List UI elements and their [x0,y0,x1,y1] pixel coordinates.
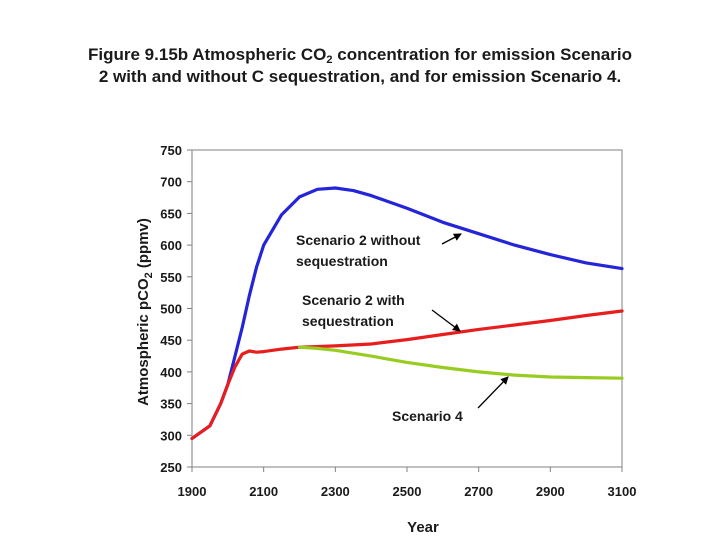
y-tick-label: 450 [160,333,182,348]
x-tick-label: 2100 [249,484,278,499]
annotation-scenario2-without-line2: sequestration [296,253,388,269]
x-axis: 1900 2100 2300 2500 2700 2900 3100 [178,467,637,499]
y-tick-label: 550 [160,270,182,285]
x-tick-label: 2500 [393,484,422,499]
y-tick-label: 650 [160,206,182,221]
x-tick-label: 3100 [608,484,637,499]
annotation-scenario2-with-line1: Scenario 2 with [302,292,405,308]
annotation-scenario4-arrow [477,376,509,409]
annotation-scenario2-with-arrow [431,309,461,332]
x-tick-label: 2700 [464,484,493,499]
chart-title: Figure 9.15b Atmospheric CO2 concentrati… [88,45,632,86]
y-axis-label: Atmospheric pCO2 (ppmv) [135,218,155,406]
y-tick-label: 350 [160,397,182,412]
y-tick-label: 400 [160,365,182,380]
series-scenario4 [297,345,624,380]
y-tick-label: 300 [160,428,182,443]
y-tick-label: 700 [160,175,182,190]
series-layer [190,186,624,441]
x-axis-label: Year [407,519,439,536]
series-scenario2-without-sequestration [190,186,624,441]
y-tick-label: 250 [160,460,182,475]
annotation-scenario2-with-line2: sequestration [302,313,394,329]
y-axis: 250 300 350 400 450 500 550 600 650 700 750 [160,143,192,475]
plot-area [191,149,623,468]
series-scenario2-with-sequestration [190,309,624,441]
y-tick-label: 500 [160,302,182,317]
x-tick-label: 2900 [536,484,565,499]
y-tick-label: 750 [160,143,182,158]
annotation-scenario4: Scenario 4 [392,408,463,424]
x-tick-label: 2300 [321,484,350,499]
annotation-scenario2-without-arrow [441,233,462,245]
y-tick-label: 600 [160,238,182,253]
x-tick-label: 1900 [178,484,207,499]
annotation-scenario2-without-line1: Scenario 2 without [296,232,421,248]
